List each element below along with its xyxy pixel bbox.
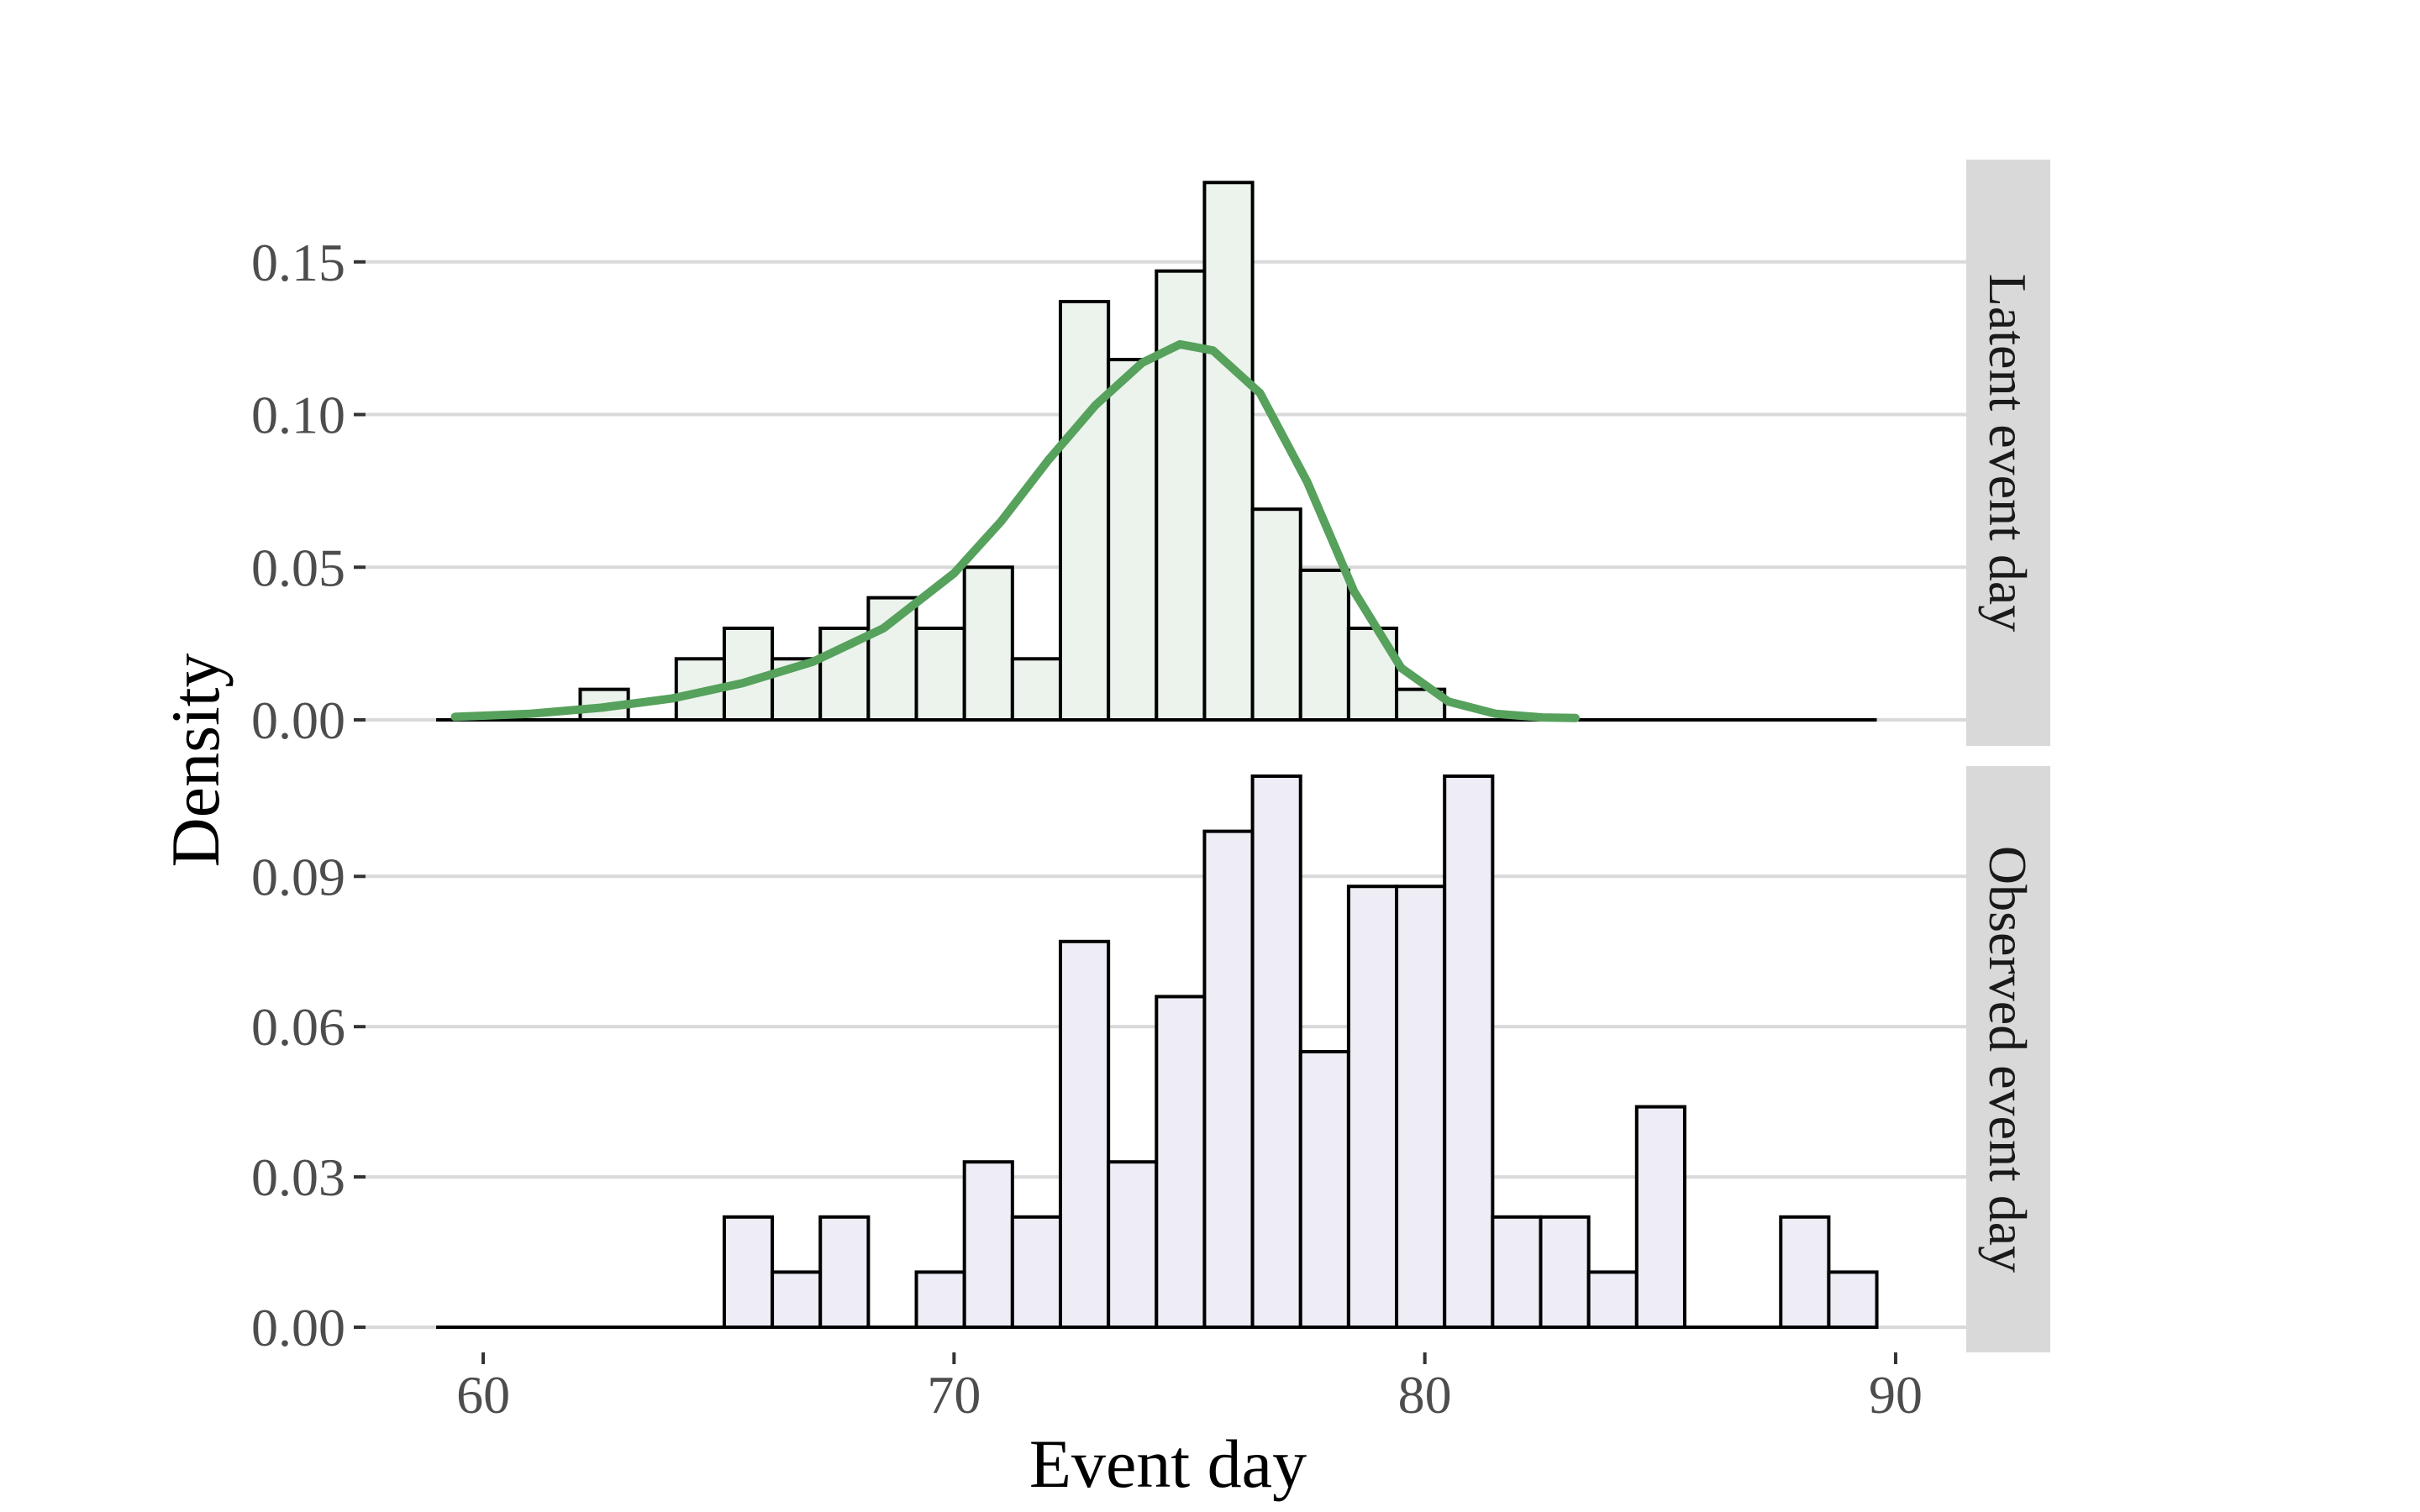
y-tick-label: 0.06 — [251, 997, 345, 1057]
x-tick-label: 60 — [456, 1365, 510, 1425]
histogram-bar — [722, 1215, 775, 1330]
x-tick-label: 90 — [1869, 1365, 1923, 1425]
histogram-bar — [962, 565, 1014, 722]
x-tick-label: 80 — [1398, 1365, 1452, 1425]
histogram-bar — [1155, 269, 1207, 722]
histogram-bar — [1058, 300, 1111, 722]
histogram-bar — [1250, 774, 1302, 1329]
histogram-bar — [1298, 568, 1350, 722]
histogram-bar — [1010, 1215, 1062, 1330]
histogram-bar — [1107, 358, 1159, 722]
histogram-bars — [436, 181, 1879, 1330]
facet-strip-label: Observed event day — [1978, 846, 2038, 1273]
facet-strips: Latent event day Observed event day — [1966, 160, 2050, 1352]
facet-strip — [1966, 160, 2050, 746]
histogram-bar — [1298, 1050, 1350, 1329]
y-tick-label: 0.10 — [251, 386, 345, 445]
density-curve-layer — [450, 339, 1580, 722]
y-tick-label: 0.15 — [251, 233, 345, 292]
histogram-bar — [962, 1160, 1014, 1330]
y-axis-title: Density — [157, 653, 234, 867]
histogram-bar — [1058, 939, 1111, 1329]
histogram-bar — [1443, 774, 1495, 1329]
histogram-bar — [1827, 1270, 1879, 1330]
x-axis-title: Event day — [1029, 1425, 1307, 1502]
density-curve-line — [450, 339, 1580, 722]
histogram-bar — [914, 626, 966, 722]
histogram-bar — [1779, 1215, 1831, 1330]
histogram-bar — [1250, 507, 1302, 722]
histogram-bar — [1586, 1270, 1639, 1330]
histogram-bar — [914, 1270, 966, 1330]
facet-strip-label: Latent event day — [1978, 274, 2038, 632]
y-tick-label: 0.00 — [251, 1298, 345, 1357]
y-tick-label: 0.09 — [251, 847, 345, 906]
histogram-bar — [1491, 1215, 1543, 1330]
histogram-bar — [1634, 1105, 1686, 1329]
y-tick-label: 0.03 — [251, 1147, 345, 1207]
histogram-bar — [1202, 181, 1255, 722]
histogram-bar — [1539, 1215, 1591, 1330]
y-tick-label: 0.00 — [251, 690, 345, 750]
facet-strip — [1966, 766, 2050, 1352]
histogram-bar — [771, 1270, 823, 1330]
histogram-bar — [818, 1215, 871, 1330]
histogram-bar — [1202, 829, 1255, 1329]
histogram-bar — [1155, 995, 1207, 1329]
histogram-bar — [1395, 885, 1447, 1329]
histogram-bar — [1010, 657, 1062, 722]
histogram-bar — [1107, 1160, 1159, 1330]
y-tick-label: 0.05 — [251, 538, 345, 597]
axes: 0.00 0.05 0.10 0.15 0.00 0.03 0.06 0.09 60 70 80 90 — [251, 233, 1923, 1425]
x-tick-label: 70 — [927, 1365, 981, 1425]
histogram-bar — [1346, 885, 1399, 1329]
